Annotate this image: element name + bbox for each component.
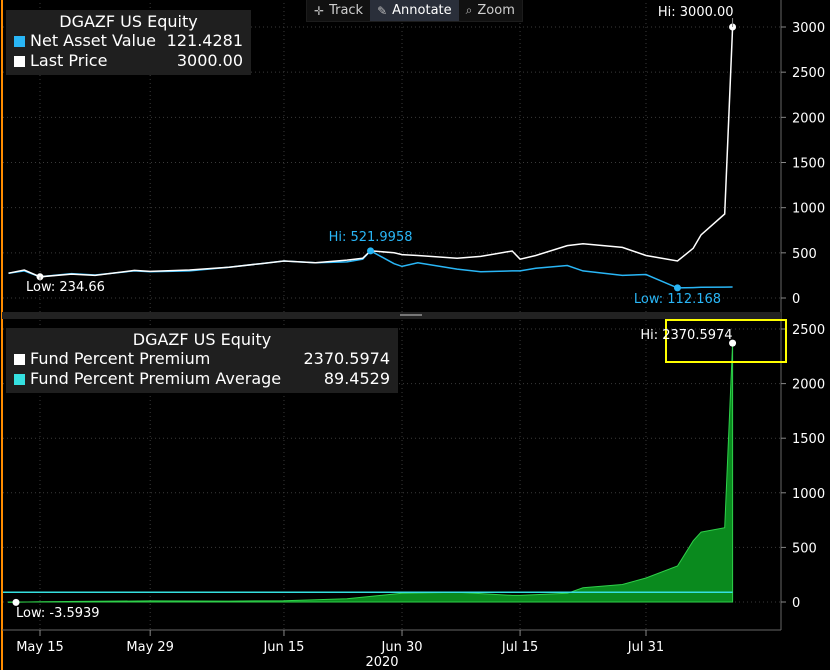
zoom-label: Zoom	[477, 3, 515, 18]
premium-low-label: Low: -3.5939	[16, 606, 100, 621]
last-price-series-line	[8, 26, 734, 278]
x-tick-label: May 15	[16, 640, 64, 655]
x-year-label: 2020	[365, 655, 398, 670]
premium-low-marker	[12, 598, 20, 606]
premium-hi-marker	[729, 339, 737, 347]
magnifier-icon: ⌕	[465, 3, 473, 17]
nav-hi-marker	[367, 247, 375, 255]
nav-swatch	[14, 35, 25, 47]
chart-toolbar: ✛ Track ✎ Annotate ⌕ Zoom	[306, 0, 523, 22]
y-top-tick-label: 2000	[792, 111, 825, 126]
track-label: Track	[329, 3, 364, 18]
y-bottom-tick-label: 0	[792, 596, 800, 611]
legend-item-last-price: Last Price 3000.00	[14, 51, 243, 71]
price-hi-label: Hi: 3000.00	[658, 5, 734, 20]
average-swatch	[14, 373, 25, 385]
y-top-tick-label: 0	[792, 292, 800, 307]
premium-hi-highlight-box	[665, 319, 787, 363]
y-bottom-tick-label: 2000	[792, 378, 825, 393]
x-tick-label: Jul 15	[501, 640, 538, 655]
y-top-tick-label: 2500	[792, 66, 825, 81]
nav-low-label: Low: 112.168	[634, 292, 721, 307]
price-low-label: Low: 234.66	[26, 280, 105, 295]
price-swatch	[14, 55, 25, 67]
y-bottom-tick-label: 2500	[792, 323, 825, 338]
legend-item-label: Last Price	[30, 51, 108, 70]
y-top-tick-label: 3000	[792, 21, 825, 36]
legend-item-value: 121.4281	[166, 31, 243, 50]
nav-hi-label: Hi: 521.9958	[329, 230, 413, 245]
y-top-tick-label: 1000	[792, 202, 825, 217]
nav-series-line	[8, 249, 733, 289]
legend-item-value: 3000.00	[176, 51, 243, 70]
track-button[interactable]: ✛ Track	[307, 0, 370, 21]
y-bottom-tick-label: 1000	[792, 487, 825, 502]
legend-item-value: 89.4529	[323, 369, 390, 388]
legend-item-nav: Net Asset Value 121.4281	[14, 31, 243, 51]
x-tick-label: Jun 15	[262, 640, 304, 655]
legend-top-title: DGAZF US Equity	[59, 12, 198, 31]
legend-item-label: Fund Percent Premium Average	[30, 369, 282, 388]
x-tick-label: May 29	[126, 640, 174, 655]
annotate-label: Annotate	[392, 3, 452, 18]
legend-item-premium: Fund Percent Premium 2370.5974	[14, 349, 390, 369]
legend-item-premium-average: Fund Percent Premium Average 89.4529	[14, 369, 390, 389]
legend-item-label: Fund Percent Premium	[30, 349, 211, 368]
y-bottom-tick-label: 1500	[792, 432, 825, 447]
x-tick-label: Jul 31	[627, 640, 664, 655]
zoom-button[interactable]: ⌕ Zoom	[459, 0, 522, 21]
legend-bottom-title: DGAZF US Equity	[132, 330, 272, 349]
legend-top: DGAZF US Equity Net Asset Value 121.4281…	[6, 10, 251, 75]
y-bottom-tick-label: 500	[792, 541, 817, 556]
premium-area	[8, 343, 734, 603]
annotate-button[interactable]: ✎ Annotate	[370, 0, 459, 21]
y-top-tick-label: 500	[792, 247, 817, 262]
premium-swatch	[14, 353, 25, 365]
pencil-icon: ✎	[377, 3, 388, 18]
legend-item-value: 2370.5974	[303, 349, 390, 368]
y-top-tick-label: 1500	[792, 157, 825, 172]
x-tick-label: Jun 30	[381, 640, 423, 655]
premium-hi-label: Hi: 2370.5974	[640, 328, 732, 343]
panel-separator	[2, 312, 781, 319]
legend-bottom: DGAZF US Equity Fund Percent Premium 237…	[6, 328, 398, 393]
separator-grip	[400, 314, 422, 316]
legend-item-label: Net Asset Value	[30, 31, 156, 50]
crosshair-icon: ✛	[314, 3, 325, 18]
nav-low-marker	[673, 284, 681, 292]
